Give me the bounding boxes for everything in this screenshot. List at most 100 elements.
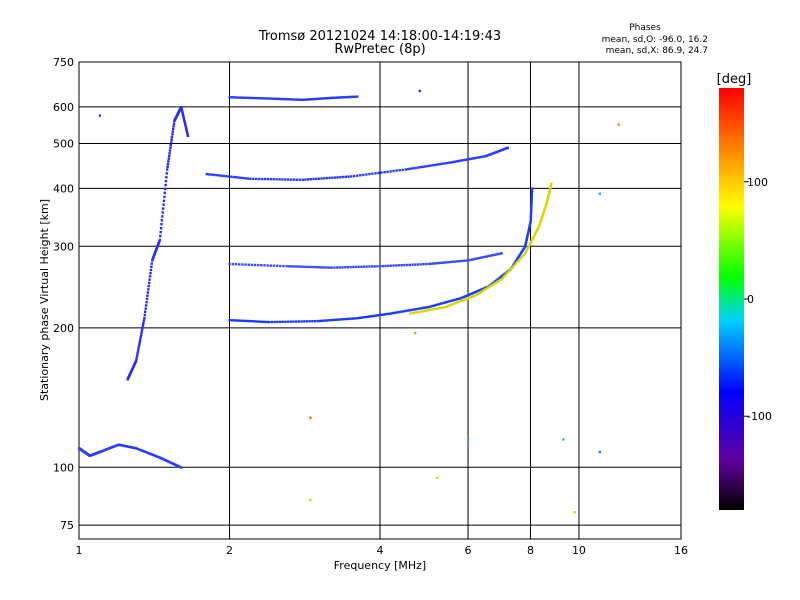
- data-point: [250, 263, 254, 267]
- data-point: [261, 320, 264, 323]
- data-point: [389, 170, 392, 173]
- data-point: [445, 161, 449, 165]
- data-point: [241, 96, 245, 99]
- y-tick-label: 75: [60, 519, 74, 532]
- data-point: [284, 320, 287, 323]
- data-point: [266, 177, 269, 181]
- data-point: [140, 449, 143, 452]
- data-point: [513, 261, 516, 265]
- data-point: [362, 265, 366, 268]
- data-point: [246, 96, 249, 99]
- data-point: [276, 264, 279, 267]
- data-point: [387, 312, 391, 315]
- data-point: [387, 264, 390, 267]
- data-point: [232, 96, 236, 99]
- data-point: [449, 303, 452, 307]
- data-point: [229, 175, 233, 178]
- data-point: [228, 96, 231, 99]
- data-point: [507, 270, 510, 274]
- data-point: [454, 298, 457, 301]
- data-point: [421, 310, 424, 313]
- data-point: [281, 178, 284, 181]
- data-point: [500, 252, 503, 255]
- data-point: [320, 97, 324, 100]
- data-point: [419, 307, 422, 310]
- data-point: [303, 265, 306, 268]
- data-point: [312, 97, 316, 101]
- data-point: [407, 167, 410, 171]
- data-point: [228, 319, 231, 322]
- data-point: [416, 263, 420, 266]
- data-point: [319, 97, 322, 100]
- data-point: [408, 263, 411, 267]
- data-point: [232, 175, 235, 179]
- data-point: [237, 96, 240, 99]
- data-point: [484, 155, 487, 158]
- data-point: [440, 261, 443, 264]
- data-point: [172, 122, 176, 125]
- data-point: [313, 265, 316, 269]
- data-point: [478, 256, 481, 260]
- data-point: [286, 98, 290, 101]
- data-point: [349, 317, 352, 320]
- data-point: [141, 324, 145, 327]
- data-point: [281, 97, 284, 101]
- data-point: [147, 284, 150, 288]
- data-point: [327, 96, 330, 100]
- data-point: [320, 177, 323, 180]
- data-point: [537, 226, 540, 229]
- data-point: [146, 291, 150, 294]
- data-point: [423, 306, 426, 309]
- data-point: [330, 96, 333, 100]
- data-point: [284, 98, 288, 101]
- data-point: [422, 309, 426, 313]
- data-point: [163, 458, 166, 461]
- data-point: [266, 264, 269, 267]
- data-point: [499, 275, 503, 278]
- data-point: [371, 314, 374, 318]
- data-point: [220, 174, 223, 177]
- data-point: [489, 153, 492, 156]
- data-point: [365, 173, 368, 176]
- data-point: [141, 449, 144, 453]
- data-point: [536, 229, 539, 232]
- data-point: [316, 97, 319, 101]
- data-point: [140, 333, 143, 336]
- data-point: [232, 319, 236, 322]
- data-point: [169, 461, 172, 464]
- data-point: [520, 251, 523, 254]
- data-point: [311, 98, 314, 101]
- data-point: [519, 252, 522, 256]
- data-point: [303, 320, 306, 323]
- data-point: [428, 164, 432, 167]
- data-point: [135, 447, 138, 450]
- data-point: [141, 326, 144, 329]
- data-point: [300, 265, 303, 268]
- data-point: [455, 301, 459, 304]
- data-point: [234, 176, 238, 179]
- data-point: [464, 295, 467, 298]
- data-point: [234, 263, 238, 266]
- data-point: [292, 98, 295, 101]
- data-point: [185, 129, 188, 133]
- data-point: [530, 205, 533, 208]
- data-point: [135, 354, 139, 358]
- data-point: [486, 154, 490, 157]
- data-point: [250, 96, 253, 100]
- data-point: [525, 249, 528, 252]
- data-point: [228, 262, 231, 266]
- data-point: [296, 98, 299, 101]
- data-point: [530, 202, 533, 205]
- data-point: [362, 173, 365, 177]
- data-point: [347, 175, 350, 178]
- data-point: [529, 211, 533, 214]
- data-point: [438, 261, 441, 265]
- data-point: [351, 95, 355, 98]
- data-point: [474, 294, 477, 297]
- data-point: [528, 224, 531, 227]
- data-point: [488, 285, 492, 288]
- data-point: [443, 162, 446, 165]
- data-point: [459, 297, 463, 300]
- data-point: [371, 172, 374, 175]
- data-point: [466, 158, 469, 161]
